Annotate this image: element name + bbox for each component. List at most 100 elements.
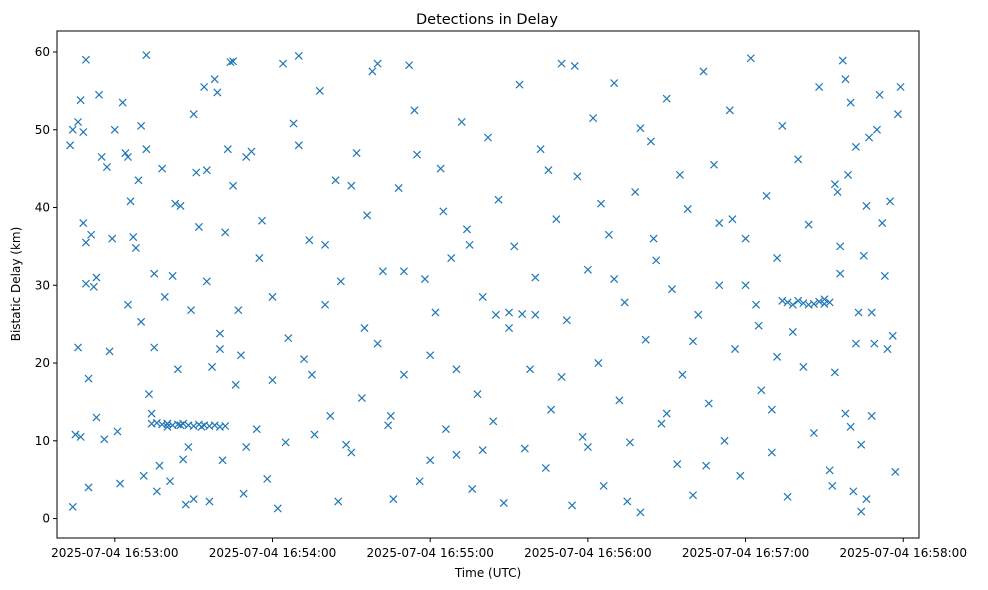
data-point-x-marker bbox=[573, 172, 582, 181]
data-point-x-marker bbox=[788, 300, 797, 309]
data-point-x-marker bbox=[257, 216, 267, 225]
data-point-x-marker bbox=[604, 230, 613, 239]
data-point-x-marker bbox=[357, 394, 366, 403]
data-point-x-marker bbox=[518, 310, 527, 319]
data-point-x-marker bbox=[888, 331, 897, 340]
data-point-x-marker bbox=[623, 497, 632, 506]
data-point-x-marker bbox=[830, 368, 839, 377]
data-point-x-marker bbox=[121, 149, 130, 158]
data-point-x-marker bbox=[728, 215, 737, 224]
data-point-x-marker bbox=[389, 495, 398, 504]
data-point-x-marker bbox=[415, 477, 424, 486]
data-point-x-marker bbox=[578, 432, 587, 441]
data-point-x-marker bbox=[152, 418, 161, 427]
data-point-x-marker bbox=[205, 497, 214, 506]
data-point-x-marker bbox=[352, 149, 361, 158]
data-point-x-marker bbox=[846, 422, 855, 431]
data-point-x-marker bbox=[165, 477, 175, 486]
data-point-x-marker bbox=[441, 425, 450, 434]
data-point-x-marker bbox=[116, 479, 125, 488]
data-point-x-marker bbox=[667, 285, 676, 294]
data-point-x-marker bbox=[649, 234, 658, 243]
data-point-x-marker bbox=[405, 61, 414, 70]
data-point-x-marker bbox=[307, 370, 316, 379]
data-point-x-marker bbox=[263, 474, 272, 483]
data-point-x-marker bbox=[131, 243, 140, 252]
data-point-x-marker bbox=[76, 96, 85, 105]
data-point-x-marker bbox=[465, 240, 474, 249]
data-point-x-marker bbox=[79, 128, 88, 137]
data-point-x-marker bbox=[281, 438, 290, 447]
data-point-x-marker bbox=[854, 308, 863, 317]
data-point-x-marker bbox=[326, 411, 335, 420]
data-point-x-marker bbox=[102, 163, 111, 172]
data-point-x-marker bbox=[794, 155, 803, 164]
data-point-x-marker bbox=[150, 269, 159, 278]
data-point-x-marker bbox=[815, 297, 824, 306]
data-point-x-marker bbox=[331, 176, 340, 185]
data-point-x-marker bbox=[675, 170, 684, 179]
data-point-x-marker bbox=[610, 275, 619, 284]
data-point-x-marker bbox=[208, 362, 217, 371]
x-axis: 2025-07-04 16:53:00 2025-07-04 16:54:00 20… bbox=[51, 538, 967, 560]
data-point-x-marker bbox=[715, 281, 724, 290]
data-point-x-marker bbox=[662, 409, 671, 418]
data-point-x-marker bbox=[883, 345, 892, 354]
data-point-x-marker bbox=[368, 67, 377, 76]
data-point-x-marker bbox=[373, 339, 382, 348]
data-point-x-marker bbox=[757, 386, 766, 395]
data-point-x-marker bbox=[110, 125, 119, 134]
data-point-x-marker bbox=[891, 467, 900, 476]
data-point-x-marker bbox=[836, 269, 845, 278]
data-point-x-marker bbox=[184, 442, 193, 452]
data-point-x-marker bbox=[97, 152, 106, 161]
y-axis: 0 10 20 30 40 50 60 bbox=[35, 45, 57, 526]
data-point-x-marker bbox=[746, 54, 755, 63]
data-point-x-marker bbox=[426, 351, 435, 360]
data-point-x-marker bbox=[809, 299, 818, 308]
data-point-x-marker bbox=[583, 442, 592, 452]
data-point-x-marker bbox=[841, 75, 850, 84]
data-point-x-marker bbox=[105, 347, 114, 356]
data-point-x-marker bbox=[231, 380, 240, 389]
data-point-x-marker bbox=[118, 98, 127, 107]
data-point-x-marker bbox=[893, 110, 902, 119]
data-point-x-marker bbox=[878, 219, 887, 228]
data-point-x-marker bbox=[720, 436, 729, 445]
y-tick-label: 0 bbox=[42, 512, 50, 526]
data-point-x-marker bbox=[68, 502, 77, 511]
data-point-x-marker bbox=[181, 500, 190, 509]
data-point-x-marker bbox=[520, 444, 529, 453]
data-point-x-marker bbox=[594, 359, 603, 368]
data-point-x-marker bbox=[202, 277, 211, 286]
data-point-x-marker bbox=[163, 422, 172, 431]
data-point-x-marker bbox=[81, 279, 90, 288]
data-point-x-marker bbox=[255, 254, 264, 263]
data-point-x-marker bbox=[804, 220, 813, 229]
data-point-x-marker bbox=[846, 98, 855, 107]
data-point-x-marker bbox=[886, 197, 895, 206]
data-point-x-marker bbox=[468, 484, 477, 494]
data-point-x-marker bbox=[278, 59, 288, 68]
data-point-x-marker bbox=[100, 435, 109, 444]
data-point-x-marker bbox=[799, 299, 808, 308]
y-tick-label: 30 bbox=[35, 278, 50, 292]
data-point-x-marker bbox=[752, 300, 761, 309]
data-point-x-marker bbox=[557, 373, 566, 382]
data-point-x-marker bbox=[68, 125, 77, 134]
data-point-x-marker bbox=[74, 343, 83, 352]
data-point-x-marker bbox=[347, 181, 356, 190]
data-point-x-marker bbox=[310, 430, 319, 439]
data-point-x-marker bbox=[867, 411, 876, 420]
data-point-x-marker bbox=[123, 300, 132, 309]
data-point-x-marker bbox=[673, 460, 682, 469]
data-point-x-marker bbox=[76, 432, 85, 441]
data-point-x-marker bbox=[315, 86, 324, 95]
data-point-x-marker bbox=[89, 282, 98, 291]
data-point-x-marker bbox=[678, 370, 687, 379]
data-point-x-marker bbox=[688, 491, 698, 500]
data-point-x-marker bbox=[515, 80, 524, 89]
data-point-x-marker bbox=[192, 168, 201, 177]
data-point-x-marker bbox=[841, 409, 850, 418]
data-point-x-marker bbox=[489, 417, 498, 426]
